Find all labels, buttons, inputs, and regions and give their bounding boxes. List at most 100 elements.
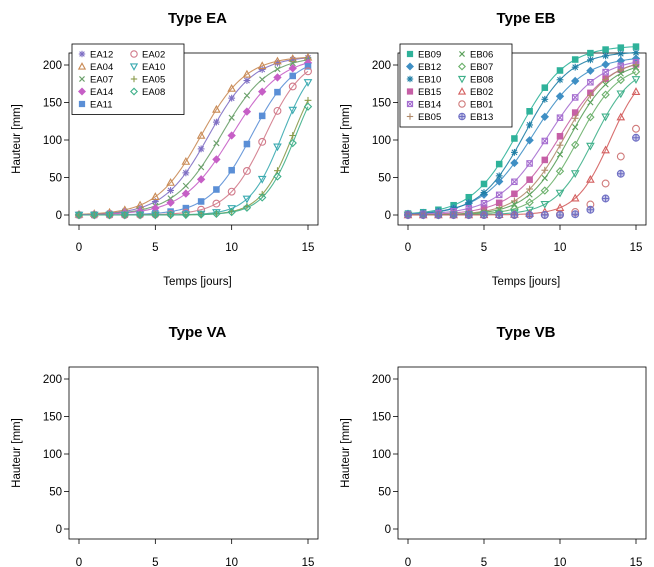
y-tick-label: 200 — [372, 60, 391, 72]
data-point-EB14 — [526, 160, 533, 167]
data-point-EB10-part — [465, 199, 472, 206]
legend-label: EB13 — [470, 112, 493, 123]
data-point-EB10 — [480, 189, 488, 196]
data-point-EA02 — [212, 199, 221, 208]
data-point-EB09 — [495, 160, 503, 168]
legend-marker-EA11-part — [78, 100, 86, 108]
data-point-EA14-part — [212, 155, 221, 164]
data-point-EA14 — [212, 155, 221, 164]
data-point-EB09 — [480, 180, 488, 188]
data-point-EA02 — [288, 82, 297, 91]
data-point-EB14-part — [587, 78, 594, 86]
data-point-EB14-part — [526, 160, 533, 167]
data-point-EB01 — [616, 152, 625, 161]
data-point-EA14-part — [288, 64, 297, 73]
data-point-EB09-part — [556, 67, 564, 74]
y-tick-label: 50 — [49, 487, 62, 499]
x-tick-label: 0 — [76, 557, 82, 567]
data-point-EA10-part — [288, 106, 298, 115]
data-point-EB12-part — [540, 112, 549, 121]
data-point-EA02-part — [304, 67, 312, 76]
y-axis-label: Hauteur [mm] — [11, 418, 23, 488]
data-point-EB01 — [632, 124, 640, 133]
chart-title: Type VA — [169, 324, 227, 341]
data-point-EB10 — [526, 121, 533, 129]
data-point-EB10-part — [511, 149, 518, 156]
data-point-EB15-part — [541, 156, 549, 164]
legend-label: EB12 — [418, 62, 441, 73]
legend-marker-EB08-part — [457, 75, 467, 84]
data-point-EA08-part — [120, 210, 129, 220]
data-point-EB08 — [586, 142, 595, 151]
legend-label: EB09 — [418, 50, 441, 61]
data-point-EB01 — [601, 179, 610, 188]
legend-marker-EB07 — [458, 62, 466, 71]
data-point-EA07-part — [198, 164, 205, 171]
data-point-EA08-part — [151, 210, 160, 220]
data-point-EA14-part — [273, 73, 282, 82]
data-point-EB08-part — [540, 200, 550, 209]
y-tick-label: 50 — [378, 487, 391, 499]
data-point-EA07-part — [289, 60, 296, 67]
data-point-EA11-part — [197, 198, 205, 205]
data-point-EA08 — [151, 210, 160, 220]
data-point-EB13 — [434, 211, 443, 219]
legend-label: EA14 — [90, 87, 113, 98]
data-point-EB13 — [525, 211, 534, 219]
data-point-EB10-part — [633, 49, 639, 56]
legend-marker-EA07-part — [79, 76, 85, 82]
data-point-EA04 — [288, 54, 298, 62]
data-point-EB06 — [602, 81, 609, 88]
data-point-EB10 — [511, 148, 518, 156]
data-point-EB15 — [556, 132, 564, 140]
y-tick-label: 200 — [372, 374, 391, 386]
data-point-EA04 — [150, 192, 160, 200]
data-point-EB12-part — [495, 177, 504, 186]
data-point-EA02-part — [288, 82, 297, 91]
data-point-EB07-part — [540, 186, 549, 195]
data-point-EB14-part — [617, 62, 624, 69]
data-point-EB06-part — [602, 81, 609, 88]
data-point-EB06 — [526, 191, 533, 198]
data-point-EB10-part — [587, 56, 594, 63]
data-point-EA04-part — [150, 192, 160, 200]
data-point-EB08-part — [555, 189, 565, 198]
legend-label: EA04 — [90, 62, 113, 73]
data-point-EB13 — [419, 211, 428, 219]
data-point-EB13 — [464, 211, 473, 219]
data-point-EB05 — [587, 91, 594, 99]
data-point-EB09-part — [571, 56, 579, 63]
data-point-EA14 — [227, 131, 236, 140]
data-point-EA02 — [242, 167, 251, 175]
legend-label: EA05 — [142, 75, 165, 86]
legend-marker-EB15 — [406, 88, 414, 95]
series-layer — [74, 52, 313, 220]
legend-marker-EA12-part — [79, 51, 85, 57]
data-point-EA08 — [166, 210, 175, 220]
legend-label: EB15 — [418, 87, 441, 98]
data-point-EB09-part — [541, 84, 549, 91]
panel-1: Type EB 0 50 100 150 200 0 5 10 15 Hauteur [mm] Tem… — [340, 10, 647, 288]
data-point-EB06 — [511, 201, 518, 208]
data-point-EA08-part — [242, 203, 252, 212]
data-point-EA07-part — [243, 92, 251, 99]
legend-marker-EB13 — [458, 112, 466, 121]
data-point-EB14-part — [526, 160, 533, 167]
data-point-EA11 — [274, 88, 281, 96]
data-point-EB14 — [602, 68, 609, 76]
data-point-EA04 — [181, 157, 191, 165]
fit-curve-EB14 — [407, 61, 637, 215]
data-point-EA07 — [274, 66, 281, 73]
data-point-EA14-part — [181, 189, 191, 198]
legend-marker-EB08 — [457, 75, 467, 84]
data-point-EB06 — [617, 70, 624, 77]
data-point-EA04 — [227, 83, 237, 92]
data-point-EB07-part — [616, 75, 625, 85]
legend-marker-EB10-part — [407, 76, 413, 82]
data-point-EB12-part — [525, 136, 534, 145]
data-point-EA02 — [258, 137, 267, 146]
data-point-EB12 — [571, 76, 580, 86]
data-point-EB13 — [601, 194, 610, 203]
data-point-EB12-part — [555, 92, 565, 101]
data-point-EA07 — [182, 182, 189, 189]
